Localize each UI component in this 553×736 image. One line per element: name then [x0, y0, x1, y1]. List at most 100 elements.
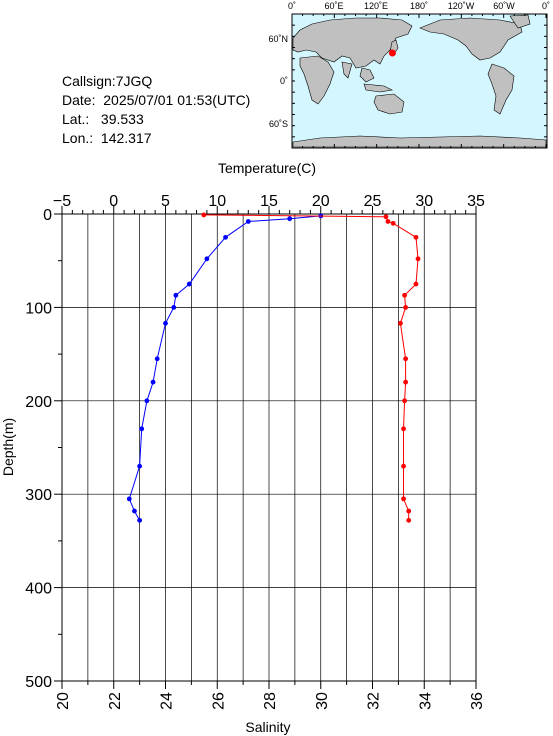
map-frame-ticks	[291, 13, 547, 149]
bottom-axis-ticks	[61, 681, 477, 689]
series-1-point-0	[201, 212, 207, 218]
depth-tick-label-5: 500	[25, 674, 52, 691]
land-europe-asia	[292, 17, 413, 69]
land-india	[341, 61, 353, 79]
map-land	[292, 14, 547, 148]
map-lon-label-120e: 120˚E	[364, 1, 388, 11]
land-south-america	[487, 63, 515, 115]
land-africa	[299, 55, 335, 105]
top-tick-label-0: −5	[53, 193, 71, 210]
series-0-point-13	[137, 463, 143, 469]
station-location-marker	[388, 49, 396, 57]
land-indonesia	[363, 83, 393, 93]
station-info: Callsign:7JGQ Date: 2025/07/01 01:53(UTC…	[62, 72, 250, 148]
series-1-point-3	[390, 220, 396, 226]
series-1-point-15	[401, 496, 406, 502]
depth-tick-label-3: 300	[25, 487, 52, 504]
longitude-value: 142.317	[100, 130, 152, 146]
map-lon-label-60e: 60˚E	[324, 1, 343, 11]
series-0-point-2	[245, 219, 251, 224]
longitude-line: Lon.: 142.317	[62, 129, 250, 148]
bottom-axis-title: Salinity	[245, 719, 290, 735]
latitude-line: Lat.: 39.533	[62, 110, 250, 129]
top-tick-label-1: 0	[109, 193, 118, 210]
latitude-value: 39.533	[100, 111, 144, 127]
series-1-point-2	[385, 219, 391, 224]
series-0-point-6	[173, 292, 179, 298]
series-0-point-14	[126, 496, 132, 502]
series-0-point-4	[204, 256, 210, 262]
land-southeast-asia	[359, 67, 375, 83]
map-lon-label-180: 180˚	[410, 1, 428, 11]
series-1-point-7	[402, 292, 407, 298]
series-1-point-8	[403, 305, 409, 310]
bottom-tick-label-6: 32	[366, 692, 383, 710]
bottom-tick-label-1: 22	[107, 692, 124, 710]
series-1-point-5	[415, 256, 421, 262]
map-lat-label-60s: 60˚S	[269, 119, 288, 129]
top-tick-label-6: 25	[364, 193, 382, 210]
series-1-point-13	[401, 426, 406, 432]
date-label: Date:	[62, 92, 96, 108]
land-australia	[373, 93, 405, 115]
bottom-tick-label-3: 26	[210, 692, 227, 710]
world-map: 0˚ 60˚E 120˚E 180˚ 120˚W 60˚W 0˚ 60˚N 0˚…	[268, 1, 550, 149]
series-0-point-3	[223, 234, 228, 240]
top-tick-label-3: 10	[208, 193, 226, 210]
top-tick-label-8: 35	[467, 193, 485, 210]
series-0-point-16	[137, 517, 143, 523]
series-layer	[126, 212, 421, 523]
land-north-america	[419, 17, 523, 61]
series-1-point-17	[406, 517, 412, 523]
top-tick-label-5: 20	[312, 193, 330, 210]
series-1-point-11	[403, 379, 409, 385]
series-0-point-9	[154, 356, 160, 362]
series-1-point-9	[398, 320, 403, 326]
series-0-point-8	[163, 320, 168, 326]
map-lon-label-120w: 120˚W	[448, 1, 475, 11]
series-1-point-12	[402, 398, 407, 404]
map-lon-label-0: 0˚	[288, 1, 296, 11]
map-lat-label-0: 0˚	[280, 76, 288, 86]
y-axis-title: Depth(m)	[0, 418, 16, 476]
callsign-text: Callsign:7JGQ	[62, 73, 153, 89]
series-line-1	[203, 214, 419, 521]
depth-tick-label-2: 200	[25, 394, 52, 411]
series-0-point-11	[144, 398, 150, 404]
series-0-point-5	[186, 281, 192, 287]
profile-chart: −5 0 5 10 15 20 25 30 35 20 22 24 26 28 …	[0, 160, 486, 735]
date-line: Date: 2025/07/01 01:53(UTC)	[62, 91, 250, 110]
depth-tick-label-0: 0	[43, 207, 52, 224]
date-value: 2025/07/01 01:53(UTC)	[103, 92, 251, 108]
map-lon-label-60w: 60˚W	[493, 1, 515, 11]
top-tick-label-4: 15	[260, 193, 278, 210]
top-tick-label-2: 5	[161, 193, 170, 210]
bottom-tick-label-2: 24	[159, 692, 176, 710]
series-1-point-6	[413, 281, 419, 287]
latitude-label: Lat.:	[62, 111, 90, 127]
series-0-point-1	[287, 216, 293, 222]
series-1-point-16	[406, 508, 412, 514]
series-0-point-12	[139, 426, 145, 432]
top-tick-label-7: 30	[415, 193, 433, 210]
series-1-point-14	[401, 463, 406, 469]
bottom-tick-label-8: 36	[469, 692, 486, 710]
depth-tick-label-1: 100	[25, 300, 52, 317]
bottom-tick-label-4: 28	[262, 692, 279, 710]
depth-tick-label-4: 400	[25, 581, 52, 598]
bottom-tick-label-0: 20	[55, 692, 72, 710]
bottom-tick-label-5: 30	[314, 692, 331, 710]
left-axis-ticks	[54, 213, 62, 682]
bottom-tick-label-7: 34	[417, 692, 434, 710]
series-0-point-10	[150, 379, 156, 385]
series-1-point-4	[413, 234, 419, 240]
map-lat-label-60n: 60˚N	[268, 34, 288, 44]
map-lon-label-360: 0˚	[542, 1, 550, 11]
land-greenland	[509, 14, 531, 29]
top-axis-title: Temperature(C)	[218, 160, 316, 176]
series-1-point-10	[403, 356, 409, 362]
series-0-point-15	[132, 508, 137, 514]
series-1-point-1	[383, 214, 389, 220]
series-0-point-7	[171, 305, 177, 310]
